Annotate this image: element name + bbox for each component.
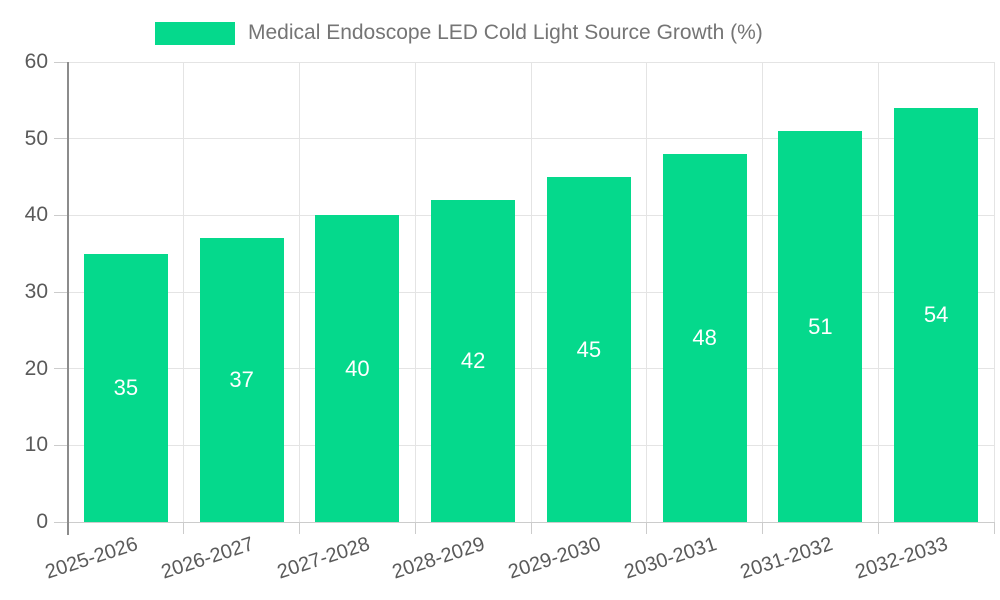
x-axis-tick-label: 2025-2026: [42, 533, 141, 584]
y-axis-line: [67, 62, 69, 535]
x-axis-tick-label: 2026-2027: [158, 533, 257, 584]
bar-value-label: 35: [113, 374, 139, 400]
x-axis-tick-label: 2029-2030: [505, 533, 604, 584]
bar[interactable]: [546, 177, 631, 522]
x-axis-tick-label: 2032-2033: [853, 533, 951, 584]
x-axis-tick-label: 2028-2029: [390, 533, 488, 584]
x-axis-tick: [646, 522, 648, 534]
y-axis-tick-label: 10: [24, 433, 48, 457]
gridline-vertical: [646, 62, 648, 522]
x-axis-tick-label: 2031-2032: [737, 533, 836, 584]
gridline-vertical: [993, 62, 995, 522]
x-axis-tick: [530, 522, 532, 534]
bar[interactable]: [83, 253, 168, 522]
y-axis-tick-label: 50: [24, 126, 48, 150]
bar-value-label: 42: [460, 348, 486, 373]
bar-value-label: 48: [692, 325, 717, 350]
x-axis-tick: [993, 522, 995, 534]
bar-value-label: 54: [923, 302, 949, 327]
bar-value-label: 40: [345, 355, 370, 381]
bar-value-label: 51: [808, 313, 833, 339]
y-axis-tick-label: 0: [36, 510, 48, 533]
y-axis-tick-label: 40: [24, 203, 48, 227]
x-axis-tick: [183, 522, 185, 534]
y-axis-tick: [54, 214, 68, 216]
bar[interactable]: [894, 108, 979, 522]
y-axis-tick: [54, 138, 68, 140]
gridline-vertical: [414, 62, 416, 522]
bar-value-label: 45: [576, 336, 602, 362]
bar[interactable]: [199, 238, 284, 522]
y-axis-tick: [54, 368, 68, 370]
bar[interactable]: [778, 131, 863, 522]
gridline-vertical: [877, 62, 879, 522]
gridline-vertical: [183, 62, 185, 522]
x-axis-tick-label: 2027-2028: [274, 533, 373, 584]
legend[interactable]: Medical Endoscope LED Cold Light Source …: [155, 18, 763, 48]
x-axis-tick-label: 2030-2031: [621, 533, 720, 584]
gridline-vertical: [762, 62, 763, 522]
x-axis-tick: [762, 522, 763, 534]
gridline-vertical: [299, 62, 300, 522]
x-axis-tick: [299, 522, 300, 534]
bar[interactable]: [662, 154, 747, 522]
y-axis-tick: [54, 61, 68, 63]
legend-swatch: [155, 21, 235, 45]
y-axis-tick: [54, 521, 68, 523]
gridline-vertical: [530, 62, 532, 522]
y-axis-tick-label: 60: [24, 50, 48, 73]
y-axis-tick-label: 20: [24, 356, 48, 380]
y-axis-tick: [54, 444, 68, 446]
bar[interactable]: [431, 200, 516, 522]
x-axis-tick: [877, 522, 879, 534]
bar[interactable]: [315, 215, 400, 522]
y-axis-tick-label: 30: [24, 280, 48, 303]
x-axis-tick: [414, 522, 416, 534]
legend-label: Medical Endoscope LED Cold Light Source …: [248, 21, 763, 44]
y-axis-tick: [54, 291, 68, 293]
bar-value-label: 37: [229, 367, 254, 393]
